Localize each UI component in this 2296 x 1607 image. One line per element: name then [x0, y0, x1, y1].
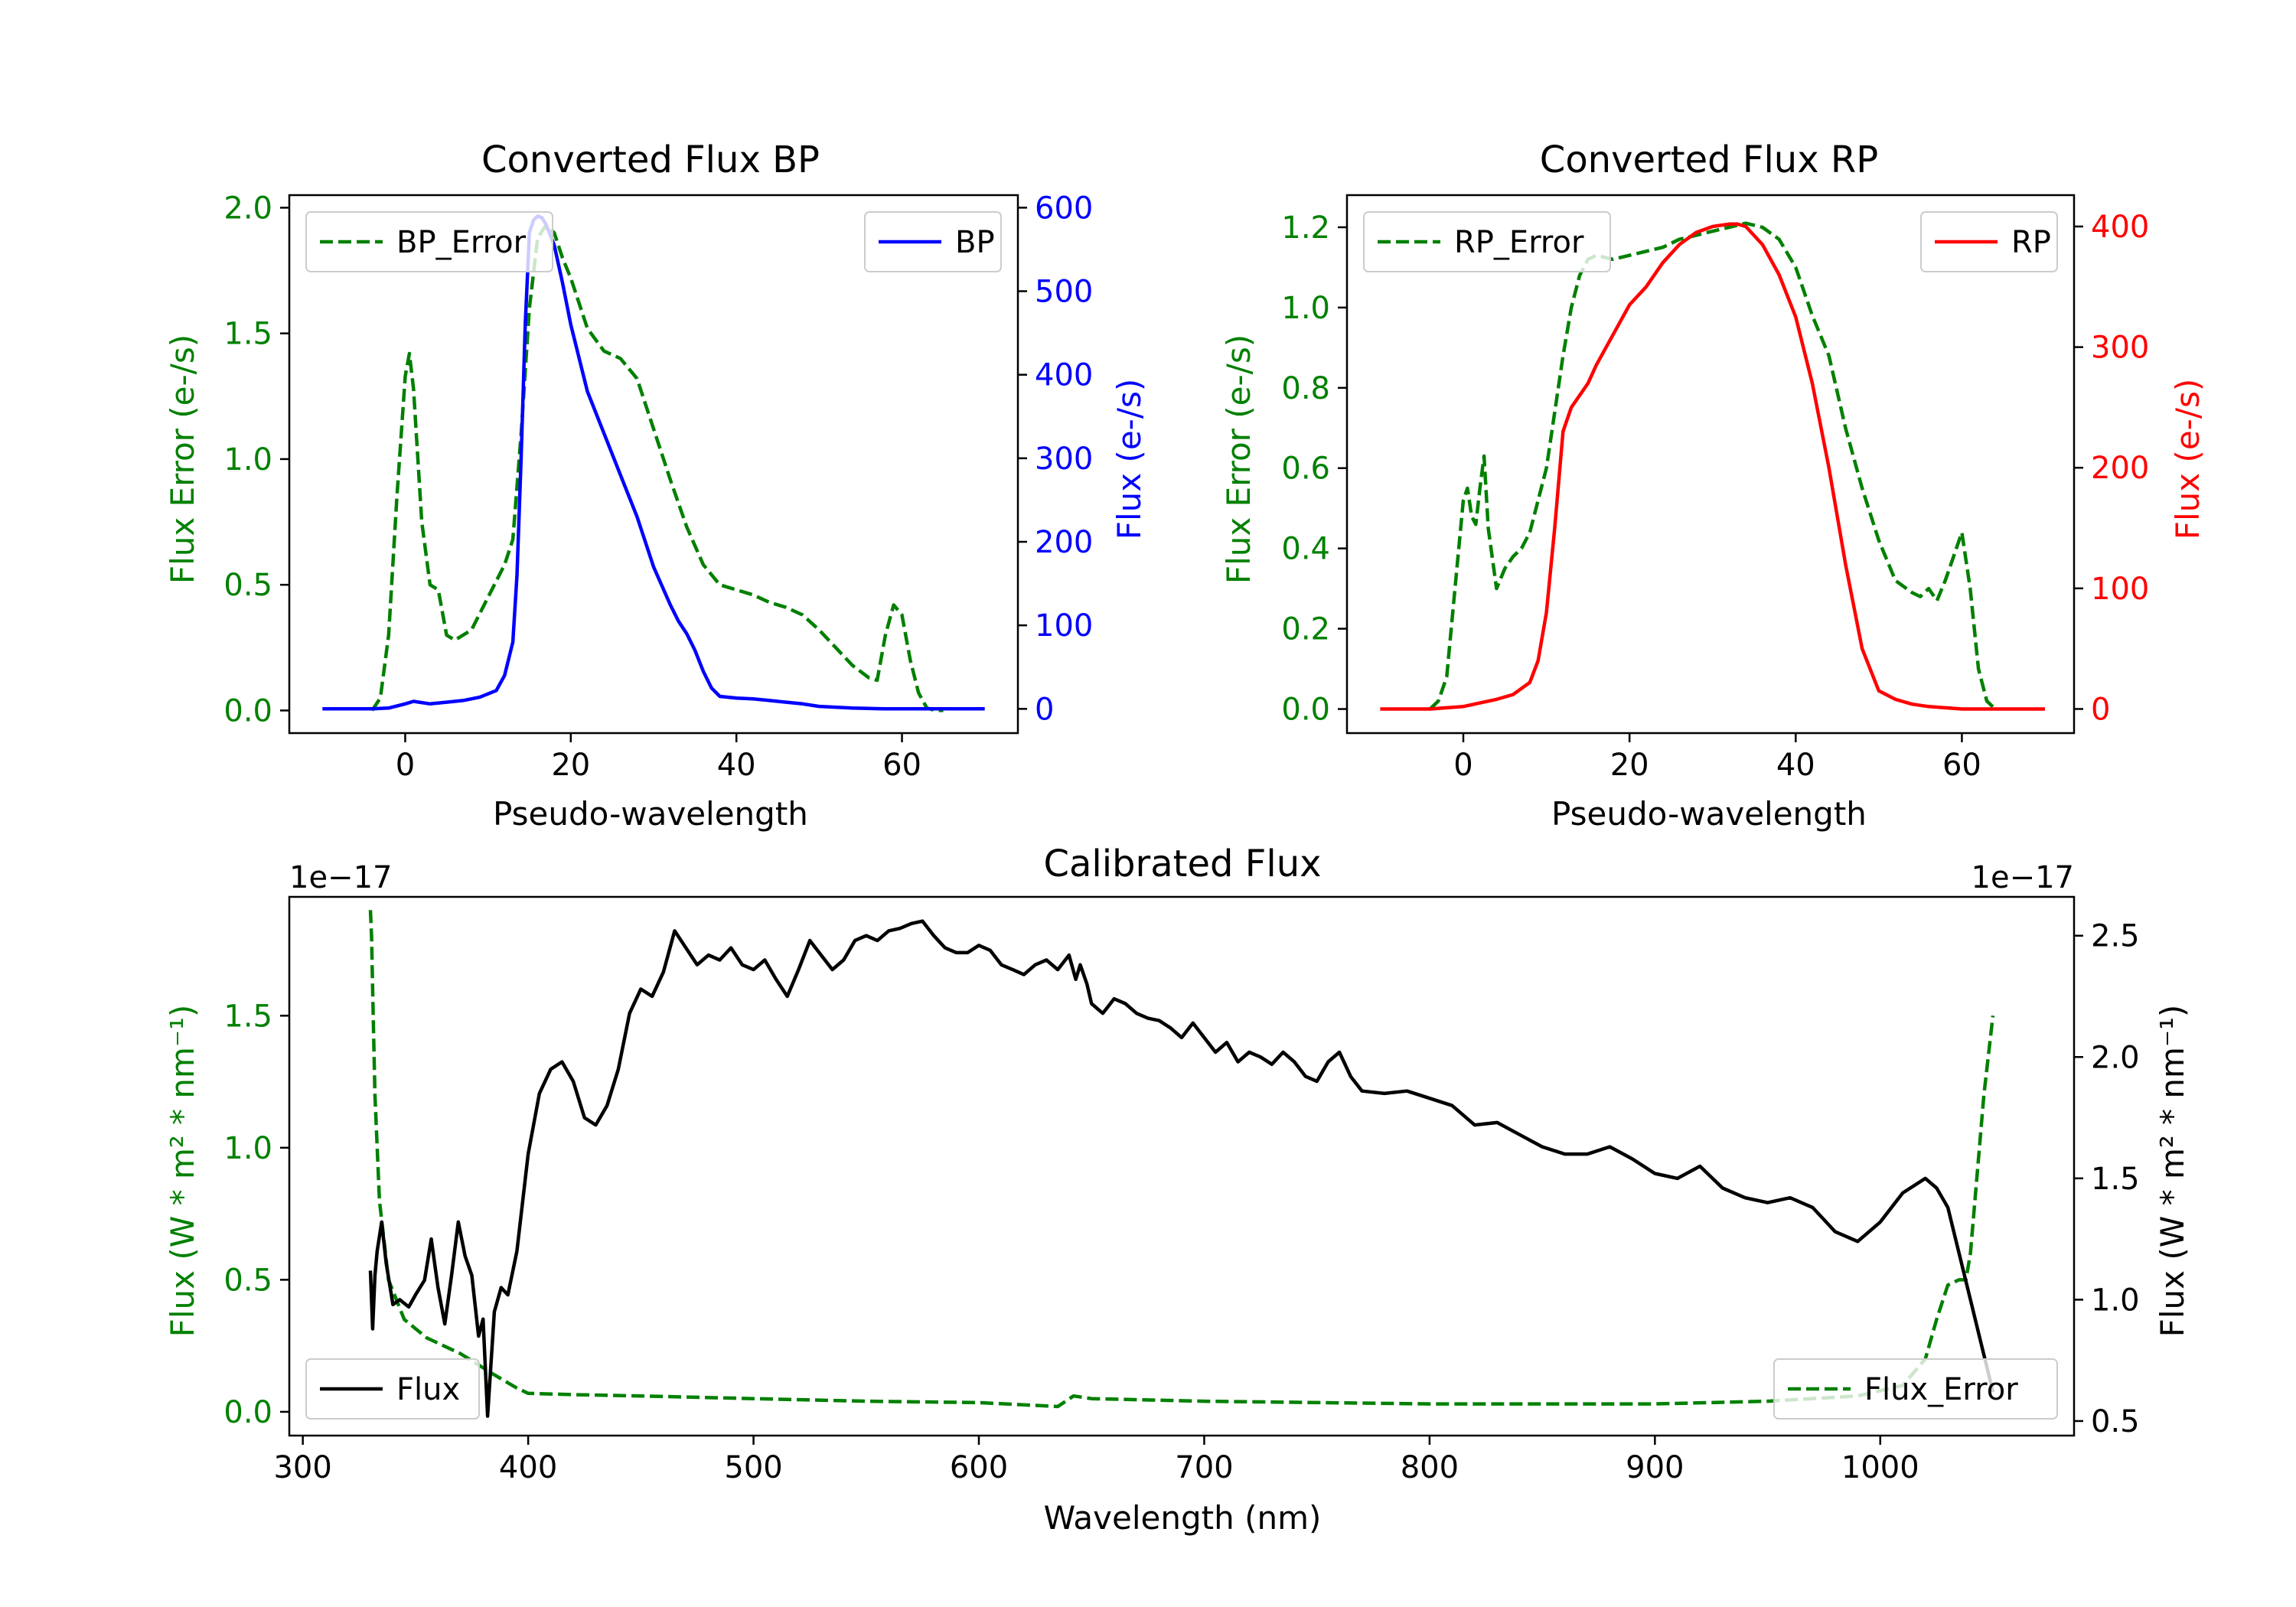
- x-tick-label: 20: [551, 748, 590, 783]
- x-tick-label: 900: [1626, 1450, 1684, 1485]
- axes-frame: [1345, 194, 2076, 735]
- y-right-tick-label: 0.5: [2091, 1404, 2140, 1439]
- x-tick-label: 20: [1610, 748, 1649, 783]
- chart-rp-title: Converted Flux RP: [1540, 139, 1878, 181]
- x-tick-label: 300: [273, 1450, 331, 1485]
- y-right-tick-label: 2.5: [2091, 919, 2140, 954]
- chart-calibrated-offset-left: 1e−17: [289, 860, 392, 895]
- y-right-tick-label: 200: [1035, 525, 1093, 560]
- chart-bp: Converted Flux BP Pseudo-wavelength Flux…: [164, 139, 1148, 833]
- chart-rp: Converted Flux RP Pseudo-wavelength Flux…: [1220, 139, 2206, 833]
- x-tick-label: 40: [717, 748, 756, 783]
- chart-calibrated-ylabel-right: Flux (W * m² * nm⁻¹): [2154, 1005, 2191, 1338]
- chart-calibrated: Calibrated Flux Wavelength (nm) Flux (W …: [164, 843, 2191, 1537]
- y-left-tick-label: 1.0: [1281, 291, 1330, 326]
- legend-label: RP: [2011, 225, 2051, 260]
- legend-label: RP_Error: [1454, 225, 1584, 260]
- x-tick-label: 0: [396, 748, 415, 783]
- chart-rp-xlabel: Pseudo-wavelength: [1551, 795, 1867, 833]
- x-tick-label: 40: [1776, 748, 1815, 783]
- y-left-tick-label: 0.2: [1281, 612, 1330, 647]
- axes-frame: [288, 194, 1019, 735]
- y-right-tick-label: 1.0: [2091, 1283, 2140, 1318]
- x-tick-label: 700: [1175, 1450, 1233, 1485]
- x-tick-label: 0: [1453, 748, 1473, 783]
- series-line-bp-error: [370, 223, 944, 712]
- series-line-rp: [1380, 222, 2045, 711]
- x-tick-label: 400: [499, 1450, 557, 1485]
- y-left-tick-label: 0.4: [1281, 532, 1330, 567]
- x-tick-label: 600: [950, 1450, 1008, 1485]
- chart-bp-ylabel-left: Flux Error (e-/s): [164, 334, 201, 584]
- legend-box: [1363, 211, 1611, 272]
- y-left-tick-label: 0.0: [223, 693, 272, 729]
- x-tick-label: 800: [1401, 1450, 1459, 1485]
- x-tick-label: 1000: [1841, 1450, 1919, 1485]
- legend-box: [305, 1358, 480, 1420]
- series-line-flux-error: [368, 910, 1995, 1409]
- y-left-tick-label: 0.0: [1281, 693, 1330, 728]
- y-right-tick-label: 400: [2091, 210, 2149, 245]
- y-left-tick-label: 1.5: [223, 999, 272, 1034]
- y-right-tick-label: 200: [2091, 451, 2149, 486]
- y-right-tick-label: 100: [2091, 572, 2149, 607]
- chart-calibrated-ylabel-left: Flux (W * m² * nm⁻¹): [164, 1005, 201, 1338]
- y-left-tick-label: 0.6: [1281, 451, 1330, 487]
- axes-frame: [288, 895, 2076, 1437]
- chart-calibrated-xlabel: Wavelength (nm): [1044, 1499, 1322, 1537]
- chart-bp-xlabel: Pseudo-wavelength: [493, 795, 808, 833]
- chart-bp-ylabel-right: Flux (e-/s): [1110, 379, 1148, 539]
- chart-calibrated-offset-right: 1e−17: [1971, 860, 2074, 895]
- y-left-tick-label: 0.8: [1281, 371, 1330, 406]
- y-left-tick-label: 0.5: [223, 568, 272, 603]
- x-tick-label: 500: [724, 1450, 782, 1485]
- y-right-tick-label: 300: [2091, 331, 2149, 366]
- series-line-bp: [322, 214, 985, 711]
- series-line-flux: [368, 919, 1995, 1418]
- chart-bp-title: Converted Flux BP: [481, 139, 820, 181]
- legend-label: Flux_Error: [1864, 1372, 2018, 1407]
- y-left-tick-label: 1.0: [223, 442, 272, 478]
- chart-rp-ylabel-left: Flux Error (e-/s): [1220, 334, 1257, 584]
- y-left-tick-label: 0.5: [223, 1263, 272, 1298]
- legend-box: [305, 211, 553, 272]
- series-line-rp-error: [1429, 221, 1997, 711]
- y-right-tick-label: 0: [2091, 692, 2110, 727]
- y-left-tick-label: 0.0: [223, 1395, 272, 1430]
- legend-label: Flux: [396, 1372, 460, 1407]
- y-right-tick-label: 300: [1035, 442, 1093, 477]
- y-right-tick-label: 500: [1035, 275, 1093, 310]
- y-left-tick-label: 1.2: [1281, 210, 1330, 246]
- legend-label: BP_Error: [396, 225, 527, 260]
- y-right-tick-label: 100: [1035, 608, 1093, 644]
- y-left-tick-label: 1.0: [223, 1131, 272, 1166]
- y-left-tick-label: 1.5: [223, 317, 272, 352]
- x-tick-label: 60: [882, 748, 921, 783]
- y-right-tick-label: 0: [1035, 692, 1054, 727]
- y-right-tick-label: 600: [1035, 191, 1093, 226]
- legend-box: [1773, 1358, 2058, 1420]
- y-right-tick-label: 2.0: [2091, 1040, 2140, 1075]
- y-left-tick-label: 2.0: [223, 191, 272, 226]
- y-right-tick-label: 400: [1035, 358, 1093, 393]
- x-tick-label: 60: [1942, 748, 1981, 783]
- chart-rp-ylabel-right: Flux (e-/s): [2169, 379, 2206, 539]
- chart-calibrated-title: Calibrated Flux: [1043, 843, 1321, 885]
- legend-label: BP: [955, 225, 995, 260]
- y-right-tick-label: 1.5: [2091, 1162, 2140, 1197]
